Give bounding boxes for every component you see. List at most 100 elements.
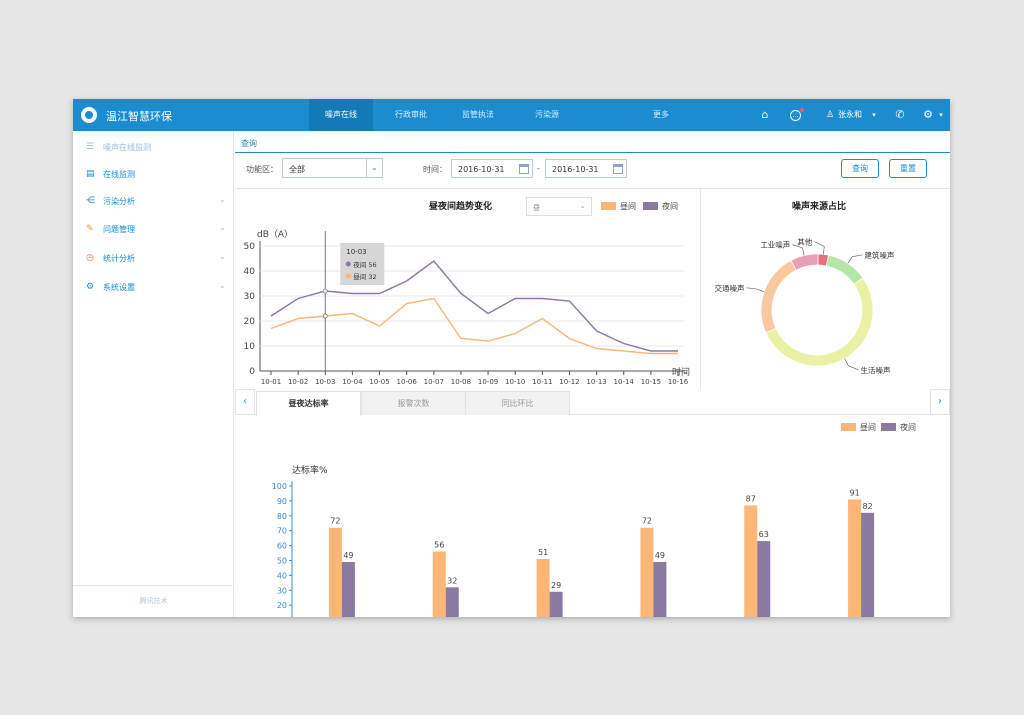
y-axis-label: dB（A） <box>257 229 293 240</box>
clock-icon: ◷ <box>86 253 94 263</box>
bar-value-label: 87 <box>746 494 756 503</box>
bar-day <box>328 527 342 617</box>
donut-label: 其他 <box>797 237 812 247</box>
sidebar: ☰ 噪声在线监测 ▤ 在线监测 ⋲ 污染分析 ⌄ ✎ 问题管理 ⌄ ◷ 统计分析… <box>73 131 234 617</box>
bar-value-label: 72 <box>642 517 652 526</box>
source-chart-title: 噪声来源占比 <box>792 202 847 212</box>
nav-admin-approval[interactable]: 行政审批 <box>395 110 427 119</box>
chevron-down-icon[interactable]: ⌄ <box>366 159 382 177</box>
notification-dot <box>800 108 804 112</box>
home-icon[interactable]: ⌂ <box>761 108 769 121</box>
user-icon[interactable]: ♙ <box>825 110 835 120</box>
divider <box>235 188 950 189</box>
phone-icon[interactable]: ✆ <box>895 108 905 121</box>
sidebar-item-statistics[interactable]: ◷ 统计分析 ⌄ <box>73 249 234 269</box>
zone-select[interactable]: 全部 ⌄ <box>282 158 383 178</box>
date-from-value: 2016-10-31 <box>458 165 505 174</box>
y-axis-label: 达标率% <box>292 464 328 476</box>
sidebar-item-online-monitor[interactable]: ▤ 在线监测 <box>73 165 234 185</box>
nav-supervision[interactable]: 监管执法 <box>462 110 494 119</box>
chevron-down-icon: ⌄ <box>219 281 226 290</box>
sidebar-item-label: 统计分析 <box>103 254 135 263</box>
y-tick-label: 70 <box>277 527 287 536</box>
y-tick-label: 30 <box>244 292 256 302</box>
x-tick-label: 10-09 <box>478 378 498 386</box>
sidebar-header[interactable]: ☰ 噪声在线监测 <box>73 138 234 158</box>
tab-alarm-count[interactable]: 报警次数 <box>361 391 466 415</box>
bar-value-label: 72 <box>330 517 340 526</box>
tab-yoy-mom[interactable]: 同比环比 <box>465 391 570 415</box>
bar-value-label: 49 <box>343 551 353 560</box>
tab-next-icon[interactable]: › <box>930 389 950 415</box>
period-select[interactable]: 昼 ⌄ <box>526 197 592 216</box>
sidebar-item-label: 问题管理 <box>103 225 135 234</box>
hover-point <box>322 313 328 319</box>
donut-label: 工业噪声 <box>760 240 790 250</box>
bar-night <box>653 561 667 617</box>
donut-label-line <box>746 287 765 292</box>
document-icon: ▤ <box>86 169 95 179</box>
calendar-icon[interactable] <box>613 164 623 174</box>
compliance-bar-chart: 达标率%0102030405060708090100功能区7249康复疗养区0类… <box>272 464 875 617</box>
x-tick-label: 10-08 <box>451 378 471 386</box>
reset-button[interactable]: 重置 <box>889 159 927 178</box>
x-tick-label: 10-01 <box>261 378 281 386</box>
date-to-value: 2016-10-31 <box>552 165 599 174</box>
tooltip-dot <box>345 261 351 267</box>
gear-icon[interactable]: ⚙ <box>923 108 933 121</box>
y-tick-label: 100 <box>272 482 287 491</box>
y-tick-label: 50 <box>277 557 287 566</box>
nav-pollution-source[interactable]: 污染源 <box>535 110 559 119</box>
user-name[interactable]: 张永和 <box>838 110 862 119</box>
bar-value-label: 82 <box>862 502 872 511</box>
bar-day <box>432 551 446 617</box>
user-menu-chevron-icon[interactable]: ▾ <box>872 111 876 119</box>
legend-night-label: 夜间 <box>662 202 678 211</box>
date-separator: - <box>537 164 540 173</box>
nav-noise-online[interactable]: 噪声在线 <box>309 99 373 131</box>
donut-label-line <box>814 241 825 255</box>
legend-night-swatch <box>643 202 658 210</box>
calendar-icon[interactable] <box>519 164 529 174</box>
period-select-value: 昼 <box>533 204 540 212</box>
message-icon[interactable]: … <box>790 110 801 121</box>
nav-more[interactable]: 更多 <box>653 110 669 119</box>
donut-label: 交通噪声 <box>715 283 745 293</box>
tab-compliance-rate[interactable]: 昼夜达标率 <box>256 391 361 416</box>
x-tick-label: 10-06 <box>396 378 417 386</box>
sidebar-item-pollution-analysis[interactable]: ⋲ 污染分析 ⌄ <box>73 192 234 212</box>
y-tick-label: 90 <box>277 497 287 506</box>
x-tick-label: 10-05 <box>369 378 389 386</box>
date-to-input[interactable]: 2016-10-31 <box>545 159 627 178</box>
donut-label: 生活噪声 <box>860 365 890 375</box>
sidebar-item-system-settings[interactable]: ⚙ 系统设置 ⌄ <box>73 278 234 298</box>
query-button[interactable]: 查询 <box>841 159 879 178</box>
bar-value-label: 51 <box>538 548 548 557</box>
date-from-input[interactable]: 2016-10-31 <box>451 159 533 178</box>
sidebar-item-label: 系统设置 <box>103 283 135 292</box>
donut-slice <box>760 259 797 334</box>
bar-night <box>445 587 459 617</box>
app-window: 温江智慧环保 噪声在线 行政审批 监管执法 污染源 更多 ⌂ … ♙ 张永和 ▾… <box>73 99 950 617</box>
bar-value-label: 49 <box>655 551 665 560</box>
bar-night <box>341 561 355 617</box>
settings-chevron-icon[interactable]: ▾ <box>939 111 943 119</box>
y-tick-label: 0 <box>249 367 255 377</box>
main-content: 查询 功能区： 全部 ⌄ 时间： 2016-10-31 - 2016-10-31… <box>235 131 950 617</box>
sidebar-header-label: 噪声在线监测 <box>103 143 151 152</box>
chevron-down-icon: ⌄ <box>219 252 226 261</box>
tab-prev-icon[interactable]: ‹ <box>235 389 255 415</box>
legend-night-swatch <box>881 423 896 431</box>
breadcrumb: 查询 <box>241 139 257 148</box>
zone-label: 功能区： <box>246 165 278 174</box>
bar-day <box>848 499 862 617</box>
sidebar-item-issue-management[interactable]: ✎ 问题管理 ⌄ <box>73 220 234 240</box>
bar-value-label: 56 <box>434 541 444 550</box>
legend-night-label: 夜间 <box>900 423 916 432</box>
bar-night <box>549 591 563 617</box>
y-tick-label: 20 <box>277 601 287 610</box>
chevron-down-icon[interactable]: ⌄ <box>579 201 586 210</box>
y-tick-label: 60 <box>277 542 287 551</box>
logo-icon <box>81 107 97 123</box>
